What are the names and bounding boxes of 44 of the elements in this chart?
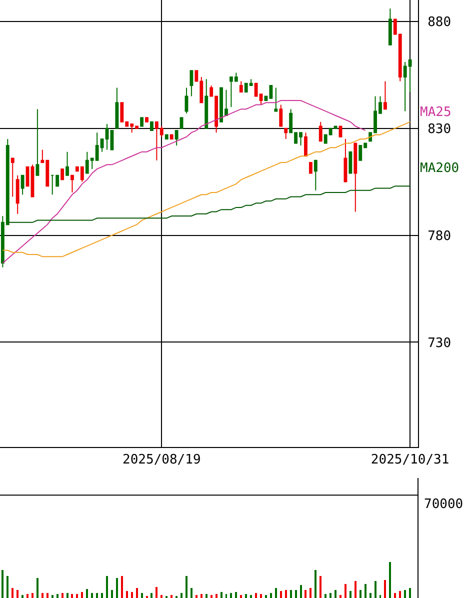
candlestick: [10, 158, 14, 198]
candlestick: [50, 174, 54, 196]
candlestick: [354, 142, 358, 212]
candlestick: [66, 151, 69, 176]
candlestick: [284, 128, 288, 140]
text: MA25: [420, 105, 452, 120]
y-tick-label: 780: [428, 228, 452, 244]
candlestick: [204, 78, 208, 129]
candlestick: [20, 174, 24, 196]
candlestick: [170, 134, 174, 140]
candlestick: [184, 87, 188, 114]
candlestick: [174, 130, 178, 146]
candlestick: [239, 80, 243, 92]
candlestick: [304, 132, 308, 157]
candlestick: [145, 117, 148, 122]
x-tick-label: 2025/08/19: [122, 452, 201, 468]
candlestick: [16, 174, 20, 214]
line-series: [2, 100, 366, 264]
candlestick: [279, 104, 283, 127]
candlestick: [164, 134, 168, 140]
candlestick: [348, 151, 352, 174]
candlestick: [314, 160, 318, 191]
line-series: [2, 121, 411, 258]
text: 70000: [424, 497, 464, 512]
candlestick: [190, 70, 194, 97]
candlestick: [70, 174, 74, 193]
candlestick: [344, 138, 348, 182]
series-label: MA200: [420, 161, 460, 176]
y-tick-label: 830: [428, 122, 452, 137]
line-series: [7, 186, 411, 223]
candlestick: [36, 108, 40, 176]
candlestick: [318, 121, 322, 142]
candlestick: [140, 117, 144, 127]
candlestick: [60, 168, 64, 180]
candlestick: [388, 8, 392, 46]
candlestick: [150, 121, 154, 131]
candlestick: [383, 80, 387, 110]
candlestick: [274, 87, 278, 112]
y-tick-label: 730: [428, 336, 452, 351]
candlestick: [308, 162, 312, 174]
candlestick: [56, 174, 60, 187]
x-tick-label: 2025/10/31: [370, 452, 450, 468]
y-tick-label: 880: [428, 14, 452, 30]
candlestick: [115, 87, 119, 129]
